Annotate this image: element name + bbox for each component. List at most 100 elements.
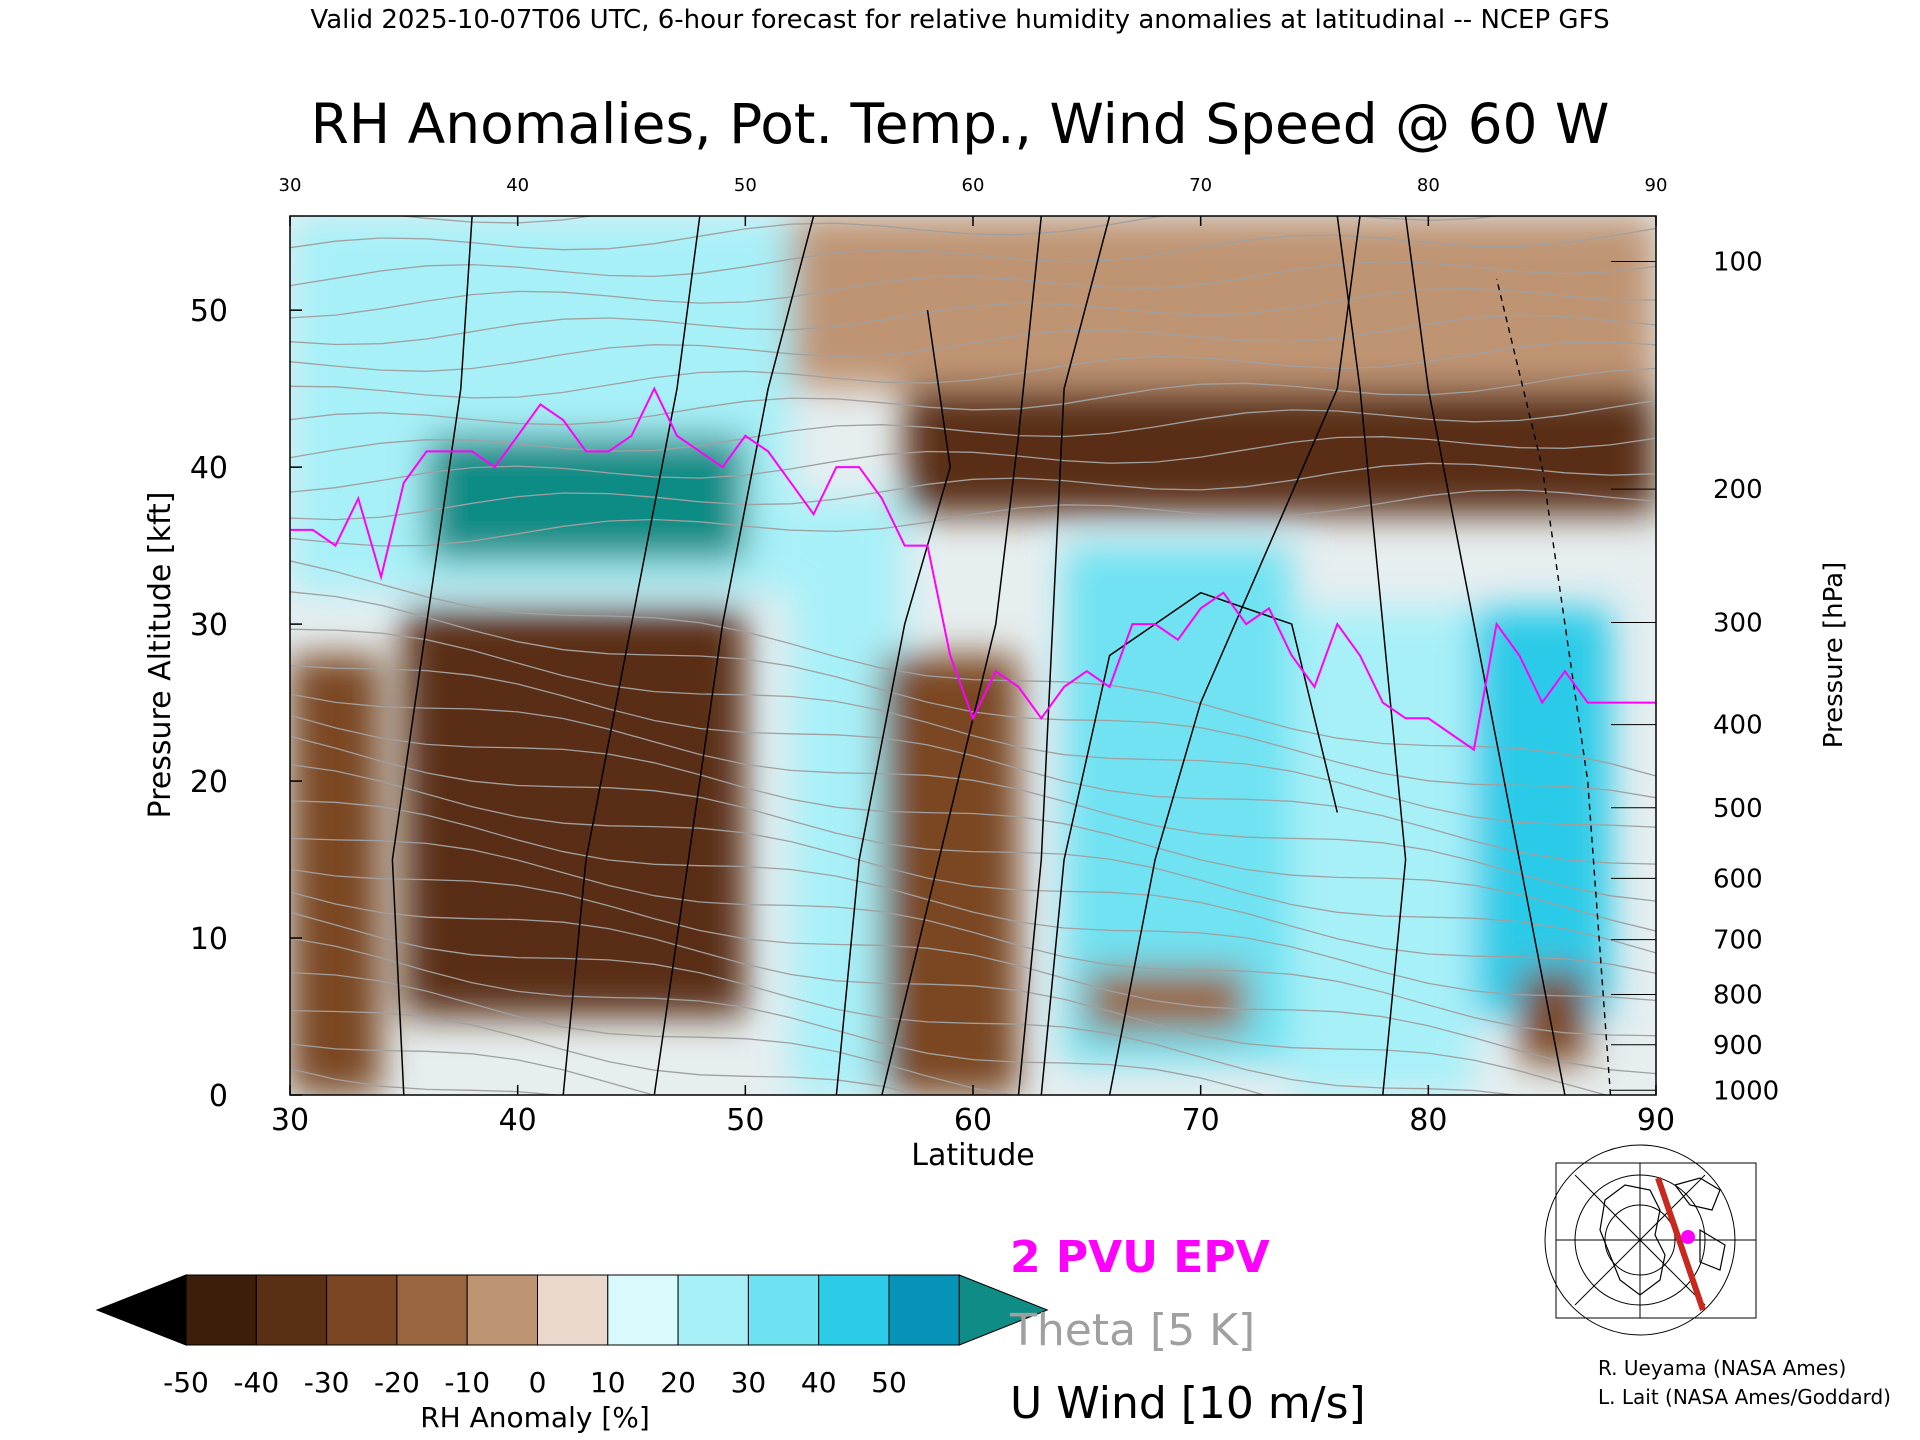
x-tick-top-label-90: 90 bbox=[1645, 175, 1668, 196]
theta-contour-11 bbox=[290, 735, 1656, 954]
y-right-tick-label-800: 800 bbox=[1713, 981, 1763, 1011]
x-tick-top-label-40: 40 bbox=[506, 175, 529, 196]
rh-region-11 bbox=[1086, 969, 1247, 1033]
colorbar-box-7 bbox=[677, 1274, 749, 1346]
colorbar-tick-1: -40 bbox=[233, 1366, 279, 1399]
colorbar-tick-2: -30 bbox=[304, 1366, 350, 1399]
rh-region-6 bbox=[904, 388, 1656, 515]
uwind-contour-2 bbox=[653, 216, 815, 1095]
axes: 3030404050506060707080809090010203040501… bbox=[190, 175, 1779, 1138]
x-tick-label-80: 80 bbox=[1409, 1103, 1447, 1138]
map-transect-marker bbox=[1681, 1230, 1695, 1244]
rh-region-9 bbox=[1291, 608, 1474, 1095]
colorbar-box-0 bbox=[185, 1274, 257, 1346]
y-axis-left-label: Pressure Altitude [kft] bbox=[143, 492, 178, 819]
theta-contour-19 bbox=[290, 462, 1656, 521]
y-right-tick-label-700: 700 bbox=[1713, 926, 1763, 956]
uwind-contour-negative bbox=[1495, 278, 1612, 1095]
epv-line-layer bbox=[290, 386, 1656, 752]
rh-region-1 bbox=[403, 608, 746, 1017]
uwind-contour-9 bbox=[1404, 216, 1566, 1095]
x-tick-label-90: 90 bbox=[1637, 1103, 1675, 1138]
legend-theta: Theta [5 K] bbox=[1009, 1305, 1255, 1356]
x-tick-top-label-60: 60 bbox=[962, 175, 985, 196]
colorbar-tick-5: 0 bbox=[529, 1366, 547, 1399]
uwind-contour-3 bbox=[835, 310, 951, 1095]
y-right-tick-label-400: 400 bbox=[1713, 711, 1763, 741]
theta-contour-17 bbox=[290, 560, 1656, 777]
theta-contour-10 bbox=[290, 763, 1656, 975]
y-tick-label-50: 50 bbox=[190, 294, 228, 329]
theta-contour-21 bbox=[290, 399, 1656, 459]
rh-region-0 bbox=[290, 655, 382, 1095]
y-right-tick-label-100: 100 bbox=[1713, 248, 1763, 278]
colorbar: -50 -40 -30 -20 -10 0 10 20 30 40 50 bbox=[95, 1274, 1049, 1399]
y-right-tick-label-900: 900 bbox=[1713, 1031, 1763, 1061]
colorbar-box-3 bbox=[396, 1274, 468, 1346]
theta-contour-6 bbox=[290, 891, 1609, 1095]
y-right-tick-label-300: 300 bbox=[1713, 609, 1763, 639]
colorbar-tick-9: 40 bbox=[801, 1366, 837, 1399]
colorbar-tick-10: 50 bbox=[871, 1366, 907, 1399]
colorbar-box-9 bbox=[818, 1274, 890, 1346]
theta-contour-26 bbox=[290, 260, 1656, 319]
colorbar-under-triangle bbox=[95, 1274, 187, 1346]
theta-contour-1 bbox=[290, 1043, 656, 1095]
theta-contour-23 bbox=[290, 341, 1656, 399]
colorbar-box-10 bbox=[888, 1274, 960, 1346]
colorbar-tick-0: -50 bbox=[163, 1366, 209, 1399]
uwind-contour-1 bbox=[562, 216, 701, 1095]
x-tick-label-50: 50 bbox=[726, 1103, 764, 1138]
rh-region-12 bbox=[1519, 969, 1588, 1064]
credit-line-2: L. Lait (NASA Ames/Goddard) bbox=[1598, 1385, 1891, 1409]
uwind-contour-5 bbox=[1017, 216, 1111, 1095]
theta-contour-27 bbox=[290, 227, 1656, 287]
rh-region-5 bbox=[881, 655, 1019, 1095]
colorbar-tick-7: 20 bbox=[660, 1366, 696, 1399]
rh-anomaly-field bbox=[290, 216, 1656, 1095]
uwind-contour-0 bbox=[391, 216, 473, 1095]
x-tick-label-70: 70 bbox=[1182, 1103, 1220, 1138]
theta-contour-9 bbox=[290, 800, 1656, 1002]
x-tick-label-60: 60 bbox=[954, 1103, 992, 1138]
x-tick-top-label-80: 80 bbox=[1417, 175, 1440, 196]
colorbar-tick-4: -10 bbox=[444, 1366, 490, 1399]
uwind-contour-4 bbox=[881, 216, 1043, 1095]
theta-contour-15 bbox=[290, 628, 1656, 828]
theta-contour-20 bbox=[290, 436, 1656, 493]
y-right-tick-label-200: 200 bbox=[1713, 475, 1763, 505]
colorbar-box-2 bbox=[326, 1274, 398, 1346]
header-text: Valid 2025-10-07T06 UTC, 6-hour forecast… bbox=[310, 5, 1609, 35]
pressure-level-lines bbox=[1611, 261, 1656, 1091]
y-right-tick-label-500: 500 bbox=[1713, 794, 1763, 824]
theta-contour-24 bbox=[290, 314, 1656, 372]
theta-contour-22 bbox=[290, 367, 1656, 426]
y-right-tick-label-1000: 1000 bbox=[1713, 1076, 1779, 1106]
locator-map bbox=[1544, 1144, 1757, 1336]
legend-uwind: U Wind [10 m/s] bbox=[1010, 1378, 1366, 1429]
legend-epv: 2 PVU EPV bbox=[1010, 1232, 1270, 1283]
colorbar-tick-3: -20 bbox=[374, 1366, 420, 1399]
uwind-contours bbox=[391, 216, 1612, 1095]
colorbar-box-1 bbox=[255, 1274, 328, 1346]
colorbar-box-8 bbox=[747, 1274, 820, 1346]
map-coastlines bbox=[1599, 1177, 1726, 1296]
x-tick-top-label-30: 30 bbox=[279, 175, 302, 196]
theta-contour-12 bbox=[290, 714, 1656, 932]
colorbar-label: RH Anomaly [%] bbox=[420, 1401, 650, 1434]
y-tick-label-20: 20 bbox=[190, 765, 228, 800]
theta-contour-25 bbox=[290, 287, 1656, 346]
theta-contour-0 bbox=[290, 1068, 563, 1095]
theta-contour-7 bbox=[290, 868, 1656, 1075]
uwind-contour-8 bbox=[1336, 216, 1407, 1095]
rh-region-3 bbox=[426, 435, 746, 562]
colorbar-box-5 bbox=[537, 1274, 609, 1346]
plot-area bbox=[289, 215, 1657, 1096]
theta-contour-4 bbox=[290, 937, 1267, 1095]
y-tick-label-30: 30 bbox=[190, 608, 228, 643]
x-tick-label-40: 40 bbox=[499, 1103, 537, 1138]
colorbar-box-6 bbox=[607, 1274, 679, 1346]
colorbar-tick-8: 30 bbox=[731, 1366, 767, 1399]
epv-line-0 bbox=[290, 386, 1656, 752]
rh-region-10 bbox=[1473, 608, 1611, 1017]
